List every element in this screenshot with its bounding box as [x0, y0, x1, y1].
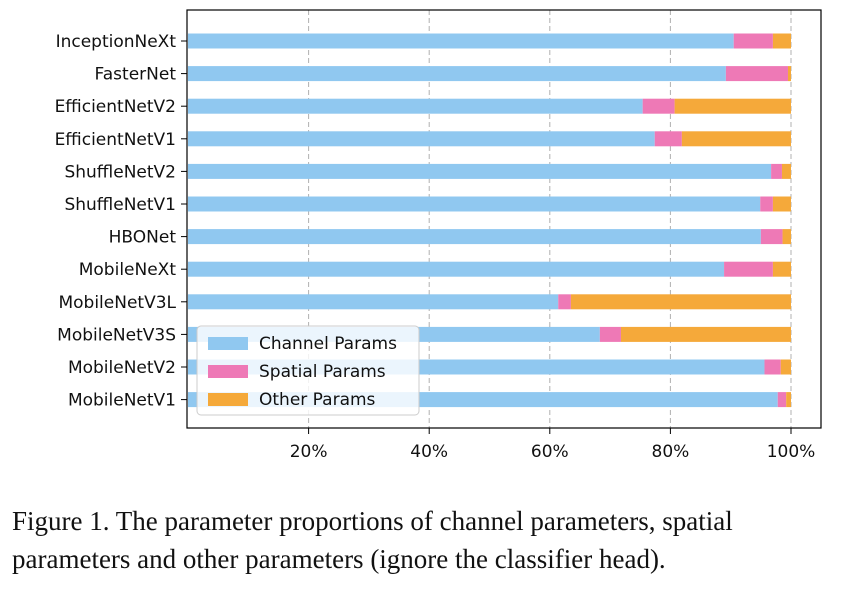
category-labels: InceptionNeXt FasterNet EfficientNetV2 Effi… [55, 32, 187, 411]
category-label: MobileNetV3L [58, 293, 176, 313]
legend-label: Spatial Params [259, 362, 386, 382]
category-label: ShuffleNetV1 [64, 195, 176, 215]
bar-segment [733, 33, 773, 49]
bar-segment [188, 196, 761, 212]
bar-segment [188, 66, 726, 82]
category-label: InceptionNeXt [56, 32, 177, 52]
bar-segment [725, 66, 788, 82]
bar-segment [558, 294, 571, 310]
bar-segment [772, 261, 791, 277]
category-label: MobileNeXt [79, 260, 177, 280]
legend-swatch [208, 337, 248, 350]
bar-segment [188, 131, 655, 147]
bar-segment [780, 359, 791, 375]
x-tick-label: 20% [290, 442, 328, 462]
category-label: ShuffleNetV2 [64, 162, 176, 182]
legend-swatch [208, 393, 248, 406]
bar-segment [188, 163, 772, 179]
x-tick-label: 80% [652, 442, 690, 462]
category-label: EfficientNetV2 [55, 97, 176, 117]
category-label: HBONet [109, 228, 177, 248]
legend-label: Other Params [259, 390, 376, 410]
bar-segment [781, 163, 791, 179]
legend: Channel Params Spatial Params Other Params [196, 325, 420, 416]
category-label: MobileNetV3S [57, 325, 176, 345]
legend-label: Channel Params [259, 334, 397, 354]
bar-segment [654, 131, 682, 147]
bar-segment [772, 33, 791, 49]
bar-segment [771, 163, 782, 179]
bar-segment [188, 229, 761, 245]
figure-caption: Figure 1. The parameter proportions of c… [12, 506, 733, 574]
bar-segment [777, 392, 787, 408]
bar-segment [620, 326, 791, 342]
bar-segment [760, 196, 773, 212]
bar-segment [772, 196, 791, 212]
bar-segment [760, 229, 783, 245]
bar-segment [787, 66, 791, 82]
plot-frame [186, 9, 822, 429]
category-label: MobileNetV1 [68, 391, 176, 411]
bar-segment [188, 33, 734, 49]
x-tick-label: 40% [410, 442, 448, 462]
bar-segment [681, 131, 791, 147]
bar-segment [188, 98, 643, 114]
bar-segment [724, 261, 773, 277]
stacked-bar-chart: InceptionNeXt FasterNet EfficientNetV2 Effi… [55, 9, 822, 462]
category-label: MobileNetV2 [68, 358, 176, 378]
x-axis-ticks: 20% 40% 60% 80% 100% [290, 428, 816, 462]
bars [188, 33, 791, 408]
bar-segment [570, 294, 791, 310]
category-label: EfficientNetV1 [55, 130, 176, 150]
bar-segment [764, 359, 781, 375]
bar-segment [642, 98, 675, 114]
x-tick-label: 100% [767, 442, 816, 462]
bar-segment [782, 229, 791, 245]
bar-segment [599, 326, 621, 342]
bar-segment [674, 98, 791, 114]
category-label: FasterNet [95, 65, 177, 85]
legend-swatch [208, 365, 248, 378]
bar-segment [188, 261, 725, 277]
legend-box [196, 325, 420, 416]
bar-segment [188, 294, 559, 310]
bar-segment [786, 392, 791, 408]
x-tick-label: 60% [531, 442, 569, 462]
